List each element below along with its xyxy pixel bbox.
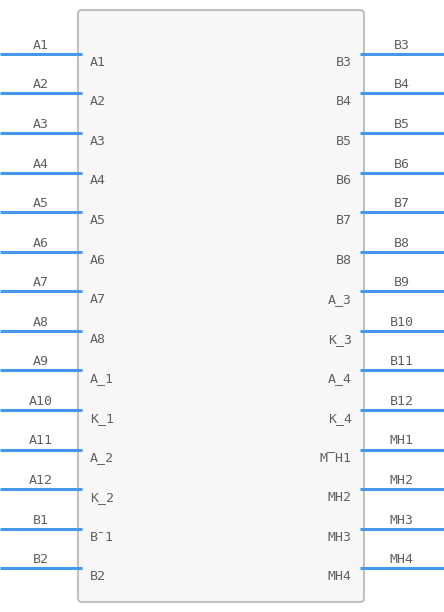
Text: A5: A5 — [33, 197, 49, 210]
Text: A_3: A_3 — [328, 293, 352, 306]
Text: A1: A1 — [33, 39, 49, 52]
Text: B¯1: B¯1 — [90, 531, 114, 543]
Text: K_3: K_3 — [328, 333, 352, 346]
Text: B3: B3 — [336, 56, 352, 69]
Text: A11: A11 — [29, 435, 53, 447]
Text: B9: B9 — [394, 276, 410, 289]
Text: A6: A6 — [90, 253, 106, 267]
Text: B3: B3 — [394, 39, 410, 52]
Text: B12: B12 — [390, 395, 414, 408]
Text: B2: B2 — [90, 570, 106, 583]
Text: A_4: A_4 — [328, 372, 352, 386]
Text: B8: B8 — [394, 237, 410, 250]
Text: A8: A8 — [33, 316, 49, 329]
Text: A8: A8 — [90, 333, 106, 346]
Text: A9: A9 — [33, 356, 49, 368]
Text: A7: A7 — [90, 293, 106, 306]
Text: MH3: MH3 — [390, 513, 414, 527]
Text: B8: B8 — [336, 253, 352, 267]
Text: K_4: K_4 — [328, 412, 352, 425]
Text: A3: A3 — [33, 118, 49, 131]
Text: MH2: MH2 — [390, 474, 414, 487]
Text: MH4: MH4 — [328, 570, 352, 583]
Text: A1: A1 — [90, 56, 106, 69]
Text: B6: B6 — [394, 157, 410, 171]
Text: MH3: MH3 — [328, 531, 352, 543]
Text: A4: A4 — [90, 174, 106, 187]
Text: A2: A2 — [90, 95, 106, 108]
Text: B5: B5 — [336, 135, 352, 148]
Text: B5: B5 — [394, 118, 410, 131]
Text: B7: B7 — [394, 197, 410, 210]
Text: A6: A6 — [33, 237, 49, 250]
Text: B4: B4 — [394, 78, 410, 91]
Text: A5: A5 — [90, 214, 106, 227]
Text: B2: B2 — [33, 553, 49, 566]
Text: A7: A7 — [33, 276, 49, 289]
Text: B1: B1 — [33, 513, 49, 527]
Text: A2: A2 — [33, 78, 49, 91]
Text: A_2: A_2 — [90, 452, 114, 465]
Text: B4: B4 — [336, 95, 352, 108]
Text: K_1: K_1 — [90, 412, 114, 425]
Text: A12: A12 — [29, 474, 53, 487]
Text: MH1: MH1 — [390, 435, 414, 447]
Text: B7: B7 — [336, 214, 352, 227]
Text: B10: B10 — [390, 316, 414, 329]
Text: M̅H1: M̅H1 — [320, 452, 352, 465]
Text: B6: B6 — [336, 174, 352, 187]
Text: A_1: A_1 — [90, 372, 114, 386]
Text: A4: A4 — [33, 157, 49, 171]
Text: MH2: MH2 — [328, 491, 352, 504]
FancyBboxPatch shape — [78, 10, 364, 602]
Text: B11: B11 — [390, 356, 414, 368]
Text: A3: A3 — [90, 135, 106, 148]
Text: A10: A10 — [29, 395, 53, 408]
Text: K_2: K_2 — [90, 491, 114, 504]
Text: MH4: MH4 — [390, 553, 414, 566]
